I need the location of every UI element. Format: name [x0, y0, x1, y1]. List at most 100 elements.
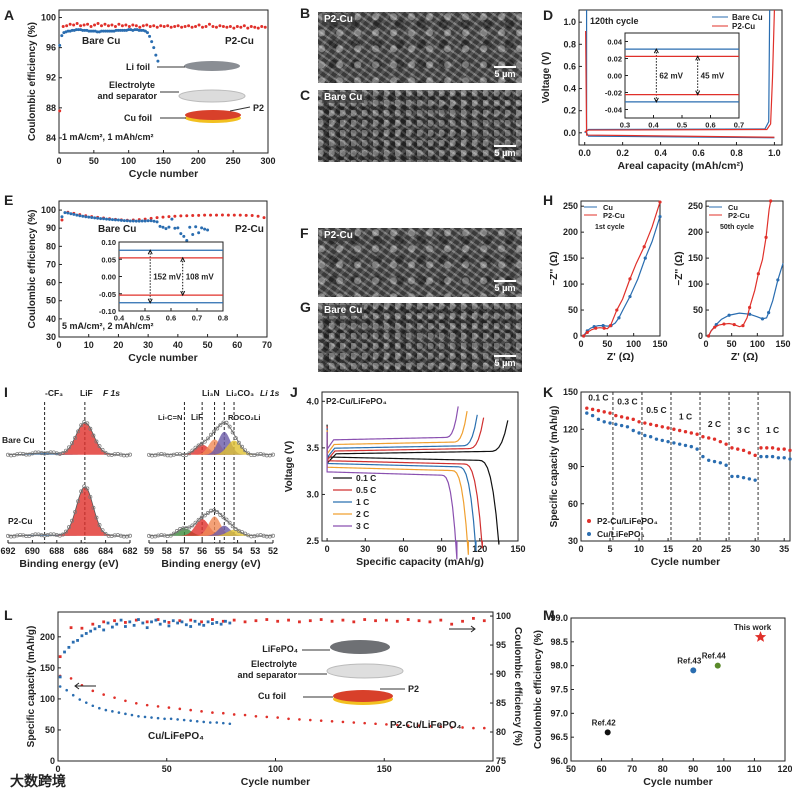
data-point — [145, 23, 149, 27]
data-point — [439, 725, 443, 729]
y-tick-label: 98.0 — [550, 661, 568, 671]
y-axis-title: Coulombic efficiency (%) — [533, 630, 544, 749]
data-point — [96, 22, 100, 26]
x-tick-label: 150 — [510, 544, 525, 554]
data-point — [677, 442, 682, 446]
raw-data-point — [218, 512, 223, 517]
data-point — [770, 446, 775, 450]
data-point — [753, 478, 757, 482]
x-tick-label: 150 — [652, 339, 667, 349]
data-point — [156, 618, 160, 621]
raw-data-point — [184, 452, 189, 457]
y-tick-label: 50 — [46, 296, 56, 306]
data-point — [200, 620, 203, 624]
arrow-head-icon — [147, 249, 153, 304]
y-tick-label: 60 — [46, 278, 56, 288]
x-tick-label: 0.6 — [705, 121, 715, 130]
data-point — [222, 721, 225, 725]
data-point — [124, 625, 127, 628]
y-tick-label: 0.2 — [563, 106, 576, 116]
data-point — [202, 623, 206, 627]
discharge-curve — [326, 443, 469, 555]
data-point — [226, 213, 230, 217]
raw-data-point — [63, 529, 68, 534]
data-point — [200, 710, 203, 713]
data-point — [137, 618, 140, 621]
data-point — [189, 719, 192, 722]
x-tick-label: 0 — [56, 156, 61, 166]
y-tick-label: 0.02 — [607, 55, 622, 64]
x-tick-label: 0.5 — [140, 314, 150, 323]
data-point — [194, 25, 198, 29]
rate-label: 1 C — [679, 411, 692, 421]
data-point — [81, 28, 85, 32]
data-point — [149, 216, 153, 220]
data-point — [660, 425, 664, 429]
x-tick-label: 250 — [226, 156, 241, 166]
y-tick-label: 96.5 — [550, 732, 568, 742]
data-point — [141, 24, 145, 28]
raw-data-point — [100, 447, 105, 452]
y2-tick-label: 100 — [496, 611, 511, 621]
data-point — [150, 40, 154, 44]
raw-data-point — [240, 444, 244, 449]
discharge-curve — [326, 443, 500, 545]
data-point — [84, 701, 88, 704]
data-point — [90, 216, 94, 220]
raw-data-point — [243, 531, 248, 536]
data-point — [614, 413, 618, 418]
data-point — [352, 620, 356, 624]
data-point — [154, 618, 158, 622]
data-point — [265, 618, 269, 621]
data-point — [648, 422, 653, 426]
data-point — [776, 278, 780, 282]
chart-j: 0 30 60 90 120 150 2.5 3.0 3.5 4.0 Specific capaci… — [284, 391, 526, 568]
raw-data-point — [224, 517, 229, 522]
data-point — [428, 724, 432, 728]
x-tick-label: 15 — [663, 544, 673, 554]
data-point — [701, 435, 705, 439]
data-point — [615, 308, 619, 312]
raw-data-point — [128, 452, 132, 457]
data-point — [250, 214, 254, 218]
x-tick-label: 686 — [74, 546, 89, 556]
data-point — [594, 326, 598, 330]
cell-label: P2-Cu/LiFePO₄ — [326, 396, 387, 406]
raw-data-point — [103, 531, 108, 536]
x-tick-label: 0 — [55, 764, 60, 774]
data-point — [180, 620, 184, 624]
data-point — [759, 446, 763, 450]
raw-data-point — [91, 505, 96, 510]
data-point — [173, 214, 177, 218]
data-point — [89, 25, 93, 29]
data-point — [637, 431, 641, 435]
x-tick-label: 35 — [779, 544, 789, 554]
data-point — [666, 439, 670, 444]
x-tick-label: 10 — [84, 340, 94, 350]
raw-data-point — [221, 515, 226, 520]
chart-i-li1s: 59 58 57 56 55 54 53 52 Binding energy (eV) — [144, 402, 278, 570]
data-point — [265, 715, 269, 719]
label-p2-cu: P2-Cu — [235, 224, 264, 235]
data-point — [187, 24, 191, 28]
data-point — [78, 698, 82, 701]
x-tick-label: 50 — [203, 340, 213, 350]
raw-data-point — [240, 530, 244, 534]
data-point — [103, 22, 107, 26]
chart-e: 0 10 20 30 40 50 60 70 30 40 50 60 70 80 90 100 Cycle nu… — [27, 200, 272, 364]
y-tick-label: -0.05 — [99, 290, 116, 299]
y-tick-label: 0.10 — [101, 238, 116, 247]
y-tick-label: 200 — [563, 227, 578, 237]
raw-data-point — [246, 451, 251, 456]
data-point — [617, 316, 621, 320]
data-point — [99, 29, 103, 33]
data-point — [637, 420, 641, 424]
raw-data-point — [202, 439, 207, 444]
x-tick-label: 0.6 — [166, 314, 176, 323]
plot-frame — [705, 200, 784, 337]
data-point — [189, 625, 193, 628]
data-point — [84, 215, 88, 219]
x-axis-title: Cycle number — [651, 556, 720, 568]
data-point — [207, 22, 211, 26]
